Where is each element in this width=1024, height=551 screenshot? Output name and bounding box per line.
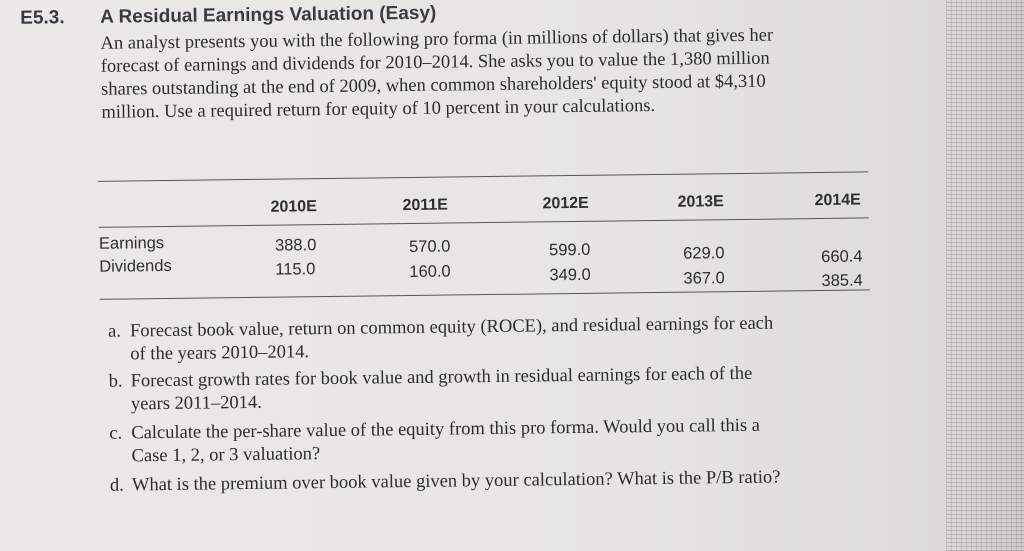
table-header-2011: 2011E <box>402 196 449 215</box>
page-edge-texture <box>946 0 1024 551</box>
table-cell: 599.0 <box>548 240 591 260</box>
table-cell: 570.0 <box>408 237 451 257</box>
question-a: a. Forecast book value, return on common… <box>108 311 899 367</box>
exercise-number: E5.3. <box>20 7 65 29</box>
exercise-intro: An analyst presents you with the followi… <box>100 23 881 125</box>
question-letter: b. <box>108 371 123 392</box>
table-cell: 349.0 <box>549 265 591 285</box>
row-label-dividends: Dividends <box>99 256 172 276</box>
table-header-2013: 2013E <box>677 193 724 211</box>
question-letter: d. <box>109 475 124 496</box>
question-b: b. Forecast growth rates for book value … <box>109 361 900 417</box>
question-letter: a. <box>107 321 122 342</box>
table-cell: 388.0 <box>274 236 317 255</box>
row-label-earnings: Earnings <box>98 234 165 253</box>
table-cell: 385.4 <box>821 271 863 290</box>
question-letter: c. <box>109 423 123 444</box>
table-header-rule <box>98 217 869 228</box>
question-line: What is the premium over book value give… <box>131 467 781 496</box>
table-cell: 115.0 <box>275 260 316 279</box>
exercise-title: A Residual Earnings Valuation (Easy) <box>100 2 437 28</box>
table-header-2010: 2010E <box>270 198 317 216</box>
table-bottom-rule <box>99 289 870 300</box>
table-header-2012: 2012E <box>542 194 589 213</box>
textbook-page: E5.3. A Residual Earnings Valuation (Eas… <box>20 2 900 498</box>
table-cell: 160.0 <box>409 262 451 282</box>
question-d: d. What is the premium over book value g… <box>110 465 900 498</box>
table-cell: 660.4 <box>821 247 863 266</box>
table-cell: 629.0 <box>683 244 725 263</box>
table-top-rule <box>98 171 869 182</box>
table-header-2014: 2014E <box>814 191 861 210</box>
question-c: c. Calculate the per-share value of the … <box>109 413 900 469</box>
table-cell: 367.0 <box>683 269 725 288</box>
